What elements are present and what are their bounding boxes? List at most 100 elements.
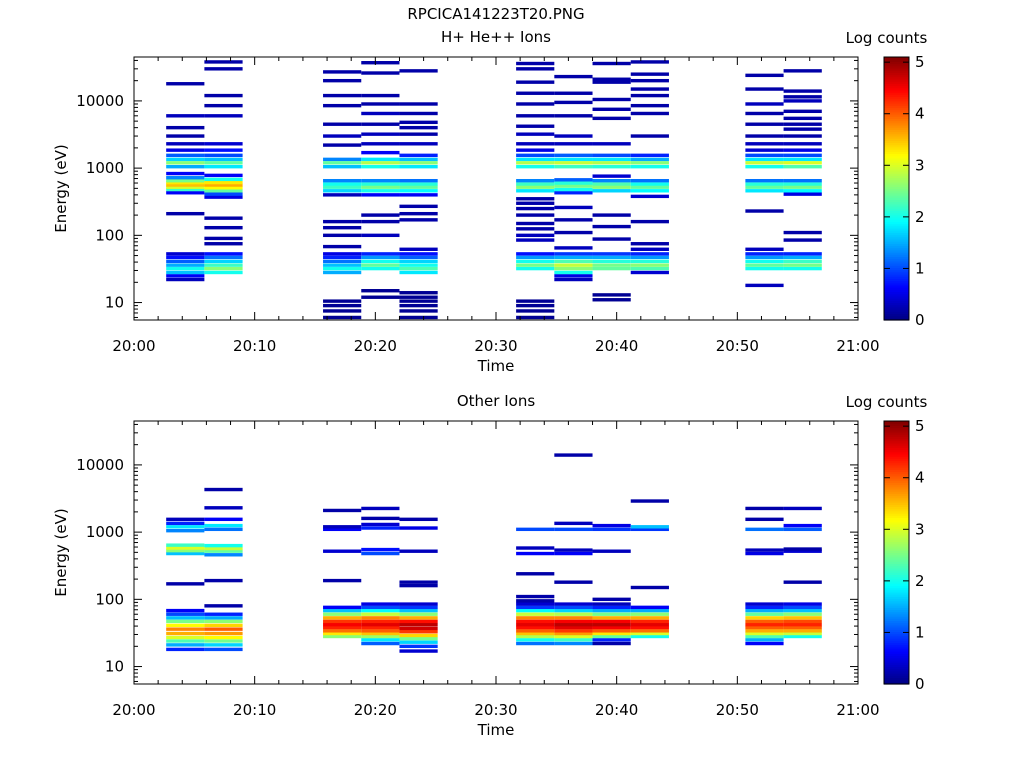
data-bin	[554, 641, 593, 646]
colorbar-cell	[884, 609, 909, 613]
data-bin	[630, 247, 669, 251]
data-bin	[166, 180, 205, 185]
data-bin	[745, 641, 784, 646]
data-bin	[399, 153, 438, 158]
data-bin	[399, 626, 438, 631]
data-bin	[323, 161, 362, 165]
colorbar-cell	[884, 613, 909, 617]
colorbar-cell	[884, 486, 909, 490]
colorbar-cell	[884, 87, 909, 91]
colorbar-cell	[884, 605, 909, 608]
data-bin	[399, 583, 438, 588]
data-bin	[361, 255, 400, 260]
colorbar: 0 1 2 3 4 5 Log counts	[846, 29, 928, 329]
colorbar-cell	[884, 306, 909, 310]
data-bin	[323, 233, 362, 238]
data-bin	[745, 247, 784, 251]
data-bin	[783, 153, 822, 158]
data-bin	[554, 100, 593, 105]
data-bin	[630, 182, 669, 186]
colorbar-cell	[884, 254, 909, 258]
data-bin	[783, 185, 822, 189]
data-bin	[399, 102, 438, 106]
data-bin	[166, 548, 205, 553]
data-bin	[630, 625, 669, 630]
data-bin	[204, 225, 243, 230]
data-bin	[516, 182, 555, 186]
data-bin	[745, 629, 784, 633]
colorbar-cell	[884, 78, 909, 82]
data-bin	[516, 594, 555, 599]
colorbar-cell	[884, 664, 909, 668]
data-bin	[745, 111, 784, 116]
data-bin	[630, 153, 669, 158]
colorbar-cell	[884, 583, 909, 586]
data-bin	[554, 619, 593, 624]
colorbar-tick-label: 1	[915, 259, 925, 277]
colorbar-cell	[884, 431, 909, 435]
data-bin	[516, 622, 555, 627]
data-bin	[166, 142, 205, 146]
data-bin	[745, 619, 784, 624]
data-bin	[630, 78, 669, 83]
data-bin	[516, 551, 555, 556]
colorbar-cell	[884, 467, 909, 470]
data-bin	[783, 602, 822, 606]
colorbar-cell	[884, 140, 909, 144]
data-bin	[592, 266, 631, 271]
colorbar-cell	[884, 289, 909, 293]
data-bin	[361, 526, 400, 530]
data-bin	[592, 634, 631, 639]
data-bin	[630, 134, 669, 138]
data-bin	[399, 157, 438, 162]
colorbar-frame	[883, 56, 910, 321]
x-tick-label: 20:50	[716, 701, 759, 719]
data-bin	[361, 233, 400, 238]
colorbar-cell	[884, 201, 909, 205]
data-bin	[554, 631, 593, 636]
data-bin	[399, 649, 438, 653]
data-bin	[745, 252, 784, 256]
colorbar-cell	[884, 162, 909, 165]
colorbar-cell	[884, 449, 909, 453]
data-bin	[630, 252, 669, 256]
colorbar-cell	[884, 580, 909, 584]
colorbar-cell	[884, 92, 909, 95]
data-bin	[630, 616, 669, 620]
data-bin	[204, 189, 243, 193]
colorbar-cell	[884, 633, 909, 637]
data-bin	[554, 638, 593, 642]
data-bin	[204, 192, 243, 196]
colorbar-cell	[884, 607, 909, 611]
data-bin	[399, 218, 438, 222]
data-bin	[630, 499, 669, 503]
colorbar-cell	[884, 94, 909, 98]
x-tick-label: 20:40	[595, 337, 638, 355]
data-bin	[630, 111, 669, 116]
colorbar-cell	[884, 642, 909, 646]
data-bin	[745, 259, 784, 264]
data-bin	[399, 612, 438, 616]
data-bin	[204, 604, 243, 608]
colorbar-cell	[884, 300, 909, 304]
colorbar-cell	[884, 521, 909, 525]
colorbar-cell	[884, 666, 909, 670]
data-bin	[516, 164, 555, 169]
data-bin	[745, 612, 784, 616]
data-bin	[361, 625, 400, 630]
data-bin	[204, 67, 243, 71]
colorbar-cell	[884, 238, 909, 242]
colorbar-cell	[884, 190, 909, 194]
data-bin	[323, 182, 362, 186]
data-bin	[516, 309, 555, 313]
data-bin	[361, 605, 400, 610]
data-bin	[592, 602, 631, 606]
data-bin	[323, 616, 362, 620]
data-bin	[399, 142, 438, 146]
data-bin	[783, 178, 822, 183]
data-bin	[745, 622, 784, 627]
data-bin	[745, 153, 784, 158]
colorbar-cell	[884, 287, 909, 290]
data-bin	[399, 266, 438, 271]
data-bin	[323, 244, 362, 249]
